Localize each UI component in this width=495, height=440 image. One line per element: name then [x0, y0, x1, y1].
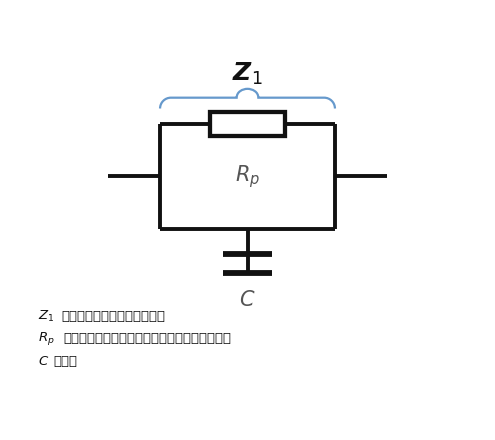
FancyBboxPatch shape [210, 112, 285, 136]
Text: ：容量: ：容量 [53, 355, 77, 368]
Text: $C$: $C$ [38, 355, 49, 368]
Text: $C$: $C$ [239, 290, 256, 310]
Text: ：容量に並列に寄生する抵抗成分（誘電損失）: ：容量に並列に寄生する抵抗成分（誘電損失） [64, 333, 232, 345]
Text: ：並列部分のインピーダンス: ：並列部分のインピーダンス [62, 310, 166, 323]
Text: $Z_1$: $Z_1$ [38, 308, 54, 324]
Text: $\mathbfit{Z}_1$: $\mathbfit{Z}_1$ [232, 60, 263, 87]
Text: $R_p$: $R_p$ [38, 330, 54, 348]
Text: $R_p$: $R_p$ [235, 163, 260, 190]
